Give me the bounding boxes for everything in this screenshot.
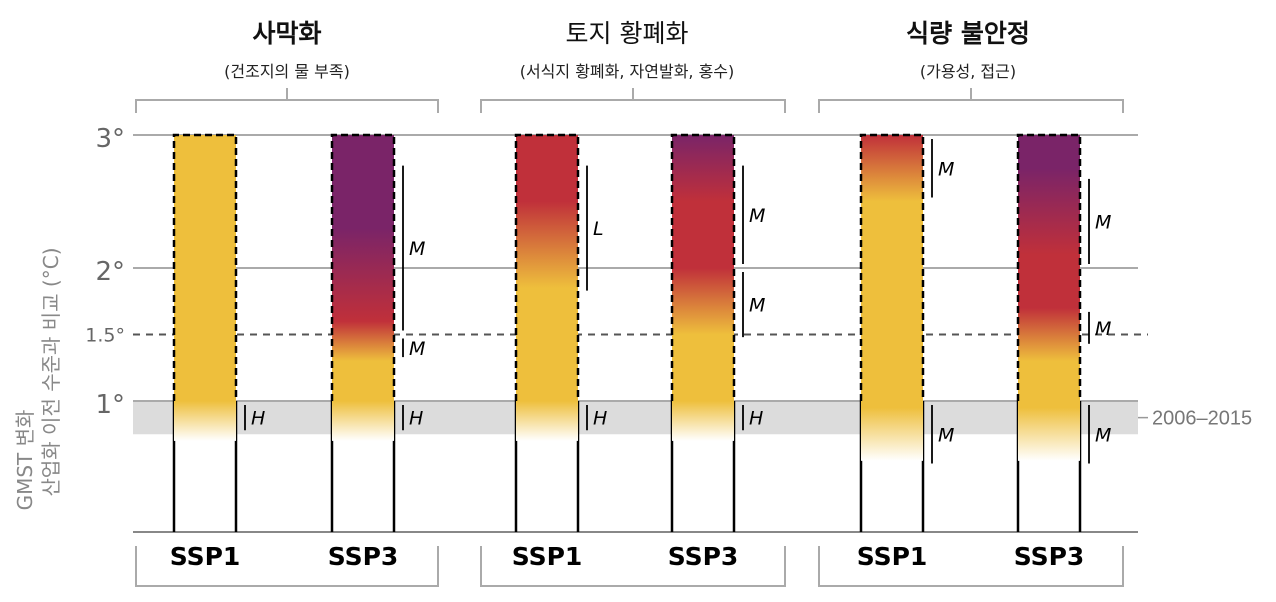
scenario-label: SSP3 [328, 542, 399, 571]
confidence-label: M [409, 338, 425, 360]
scenario-label: SSP1 [170, 542, 241, 571]
confidence-label: H [251, 408, 265, 430]
confidence-label: M [1095, 211, 1111, 233]
group-top-bracket [480, 88, 786, 113]
risk-bar-사막화-SSP3 [332, 135, 394, 441]
confidence-label: M [409, 238, 425, 260]
bar-dashed-outline [514, 133, 580, 401]
risk-bar-사막화-SSP1 [174, 135, 236, 441]
risk-bar-식량 불안정-SSP1 [861, 135, 923, 461]
y-tick-label: 2° [95, 257, 125, 287]
confidence-label: H [409, 408, 423, 430]
bar-dashed-outline [670, 133, 736, 401]
confidence-label: M [1095, 318, 1111, 340]
scenario-label: SSP3 [668, 542, 739, 571]
y-tick-label: 3° [95, 124, 125, 154]
group-subtitle: (건조지의 물 부족) [224, 62, 350, 81]
group-subtitle: (가용성, 접근) [920, 62, 1016, 81]
scenario-label: SSP3 [1014, 542, 1085, 571]
risk-bar-토지 황폐화-SSP3 [672, 135, 734, 441]
y-tick-label: 1° [95, 390, 125, 420]
confidence-label: M [749, 205, 765, 227]
confidence-label: M [1095, 424, 1111, 446]
bar-dashed-outline [172, 133, 238, 401]
group-bottom-bracket [818, 546, 1124, 587]
confidence-label: H [749, 408, 763, 430]
y-axis-label-line2: 산업화 이전 수준과 비교 (°C) [39, 248, 63, 497]
group-title: 토지 황폐화 [566, 19, 689, 48]
group-title: 식량 불안정 [906, 19, 1030, 48]
confidence-label: L [593, 218, 604, 240]
confidence-label: H [593, 408, 607, 430]
group-top-bracket [818, 88, 1124, 113]
risk-bar-토지 황폐화-SSP1 [516, 135, 578, 441]
group-top-bracket [135, 88, 439, 113]
scenario-label: SSP1 [857, 542, 928, 571]
y-axis-label-line1: GMST 변화 [13, 410, 37, 511]
confidence-label: M [938, 158, 954, 180]
group-bottom-bracket [480, 546, 786, 587]
scenario-label: SSP1 [512, 542, 583, 571]
bar-dashed-outline [859, 133, 925, 401]
risk-bar-식량 불안정-SSP3 [1018, 135, 1080, 461]
bar-dashed-outline [1016, 133, 1082, 401]
bar-dashed-outline [330, 133, 396, 401]
group-subtitle: (서식지 황폐화, 자연발화, 홍수) [520, 62, 735, 81]
confidence-label: M [938, 424, 954, 446]
y-tick-label: 1.5° [85, 325, 125, 347]
confidence-label: M [749, 295, 765, 317]
reference-period-label: 2006–2015 [1152, 408, 1252, 430]
group-bottom-bracket [135, 546, 439, 587]
group-title: 사막화 [252, 19, 321, 48]
reference-period-band [133, 401, 1138, 435]
